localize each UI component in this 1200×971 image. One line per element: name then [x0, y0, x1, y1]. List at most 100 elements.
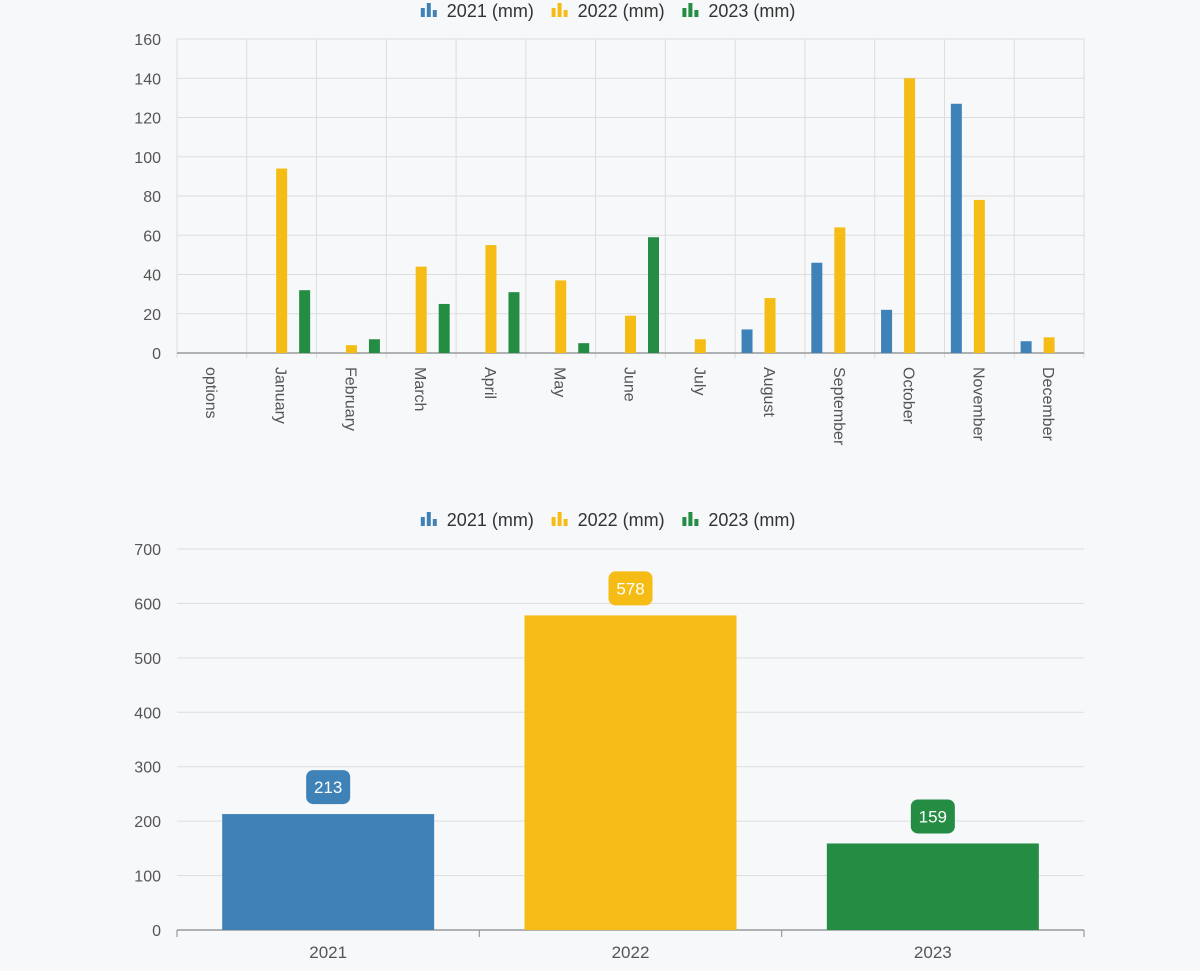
data-label-background [608, 571, 653, 606]
legend-label: 2021 (mm) [447, 510, 534, 530]
x-tick-label: August [760, 367, 777, 417]
x-tick-label: February [341, 367, 358, 431]
bar-total-2021[interactable] [222, 814, 435, 930]
legend-item-2023-mm[interactable]: 2023 (mm) [682, 510, 795, 530]
bar-chart-icon-bar [557, 3, 562, 17]
bar-chart-icon-bar [426, 512, 431, 526]
data-label-badge: 578 [608, 571, 653, 606]
bar-2022-mm-february[interactable] [345, 345, 357, 353]
bar-2022-mm-january[interactable] [276, 168, 288, 353]
x-tick-label: January [272, 367, 289, 424]
bar-2022-mm-march[interactable] [415, 266, 427, 353]
y-tick-label: 20 [143, 307, 161, 324]
legend-item-2022-mm[interactable]: 2022 (mm) [551, 510, 665, 530]
bar-chart-icon-bar [551, 8, 556, 17]
bar-chart-icon [420, 3, 437, 17]
data-label: 159 [919, 807, 947, 826]
x-tick-label: 2022 [612, 943, 650, 962]
legend-label: 2021 (mm) [447, 1, 534, 21]
bar-chart-icon-bar [688, 512, 693, 526]
bar-2023-mm-february[interactable] [368, 339, 380, 353]
bar-chart-icon-bar [432, 519, 437, 526]
bar-total-2022[interactable] [524, 615, 737, 930]
bar-chart-icon [551, 3, 568, 17]
bar-total-2023[interactable] [826, 843, 1039, 930]
data-label-background [306, 770, 351, 805]
x-tick-label: May [551, 367, 568, 397]
bar-2022-mm-october[interactable] [904, 78, 916, 353]
yearly-total-chart: 2021 (mm) 2022 (mm) 2023 (mm) 0 100 200 300 400… [134, 510, 1085, 962]
x-tick-label: March [411, 367, 428, 411]
monthly-rainfall-chart: 2021 (mm) 2022 (mm) 2023 (mm) 0 20 40 60 80 100 1… [134, 1, 1085, 446]
bar-2022-mm-august[interactable] [764, 298, 776, 353]
bar-chart-icon-bar [420, 517, 425, 526]
x-tick-label: September [830, 367, 847, 446]
bar-2021-mm-december[interactable] [1020, 341, 1032, 353]
legend-label: 2022 (mm) [578, 1, 665, 21]
bar-2023-mm-may[interactable] [578, 343, 590, 353]
data-label-badge: 159 [910, 799, 955, 834]
bar-2021-mm-october[interactable] [881, 309, 893, 353]
bar-chart-icon-bar [432, 10, 437, 17]
bar-chart-icon-bar [420, 8, 425, 17]
bar-2023-mm-january[interactable] [299, 290, 311, 353]
legend-label: 2023 (mm) [708, 510, 795, 530]
y-tick-label: 100 [134, 150, 161, 167]
y-tick-label: 140 [134, 71, 161, 88]
bar-chart-icon-bar [426, 3, 431, 17]
bar-2022-mm-december[interactable] [1043, 337, 1055, 353]
legend-item-2023-mm[interactable]: 2023 (mm) [682, 1, 795, 21]
bar-2023-mm-june[interactable] [648, 237, 659, 353]
y-tick-label: 100 [134, 869, 161, 886]
bar-chart-icon-bar [682, 8, 687, 17]
bar-2022-mm-may[interactable] [555, 280, 567, 353]
y-tick-label: 120 [134, 111, 161, 128]
x-tick-label: 2021 [309, 943, 347, 962]
bar-2022-mm-july[interactable] [694, 339, 706, 353]
bar-2021-mm-september[interactable] [811, 262, 823, 353]
x-tick-label: options [202, 367, 219, 419]
bar-2021-mm-august[interactable] [741, 329, 753, 353]
bar-chart-icon-bar [694, 10, 699, 17]
x-tick-label: April [481, 367, 498, 399]
bar-2022-mm-september[interactable] [834, 227, 846, 353]
bar-chart-icon-bar [551, 517, 556, 526]
legend-label: 2022 (mm) [578, 510, 665, 530]
bar-chart-icon [420, 512, 437, 526]
y-tick-label: 400 [134, 705, 161, 722]
x-tick-label: June [621, 367, 638, 402]
x-tick-label: December [1039, 367, 1056, 441]
data-label-badge: 213 [306, 770, 351, 805]
y-tick-label: 40 [143, 268, 161, 285]
y-tick-label: 60 [143, 228, 161, 245]
bar-chart-icon-bar [557, 512, 562, 526]
y-tick-label: 600 [134, 596, 161, 613]
bar-chart-icon-bar [694, 519, 699, 526]
bar-chart-icon-bar [563, 10, 568, 17]
legend-item-2021-mm[interactable]: 2021 (mm) [420, 510, 534, 530]
legend-item-2021-mm[interactable]: 2021 (mm) [420, 1, 534, 21]
legend: 2021 (mm) 2022 (mm) 2023 (mm) [420, 510, 795, 530]
y-tick-label: 160 [134, 32, 161, 49]
bar-2021-mm-november[interactable] [950, 103, 962, 353]
y-tick-label: 0 [152, 346, 161, 363]
bar-chart-icon [682, 3, 699, 17]
legend-label: 2023 (mm) [708, 1, 795, 21]
y-tick-label: 80 [143, 189, 161, 206]
data-label-background [910, 799, 955, 834]
bar-2022-mm-april[interactable] [485, 245, 497, 353]
y-tick-label: 200 [134, 814, 161, 831]
bar-chart-icon-bar [682, 517, 687, 526]
bar-2023-mm-march[interactable] [438, 303, 450, 353]
data-label: 213 [314, 778, 342, 797]
bar-2022-mm-june[interactable] [625, 315, 636, 353]
bar-2022-mm-november[interactable] [973, 199, 985, 353]
legend-item-2022-mm[interactable]: 2022 (mm) [551, 1, 665, 21]
x-tick-label: July [690, 367, 707, 395]
x-tick-label: October [900, 367, 917, 425]
x-tick-label: 2023 [914, 943, 952, 962]
y-tick-label: 500 [134, 651, 161, 668]
bar-chart-icon-bar [563, 519, 568, 526]
bar-2023-mm-april[interactable] [508, 292, 520, 353]
